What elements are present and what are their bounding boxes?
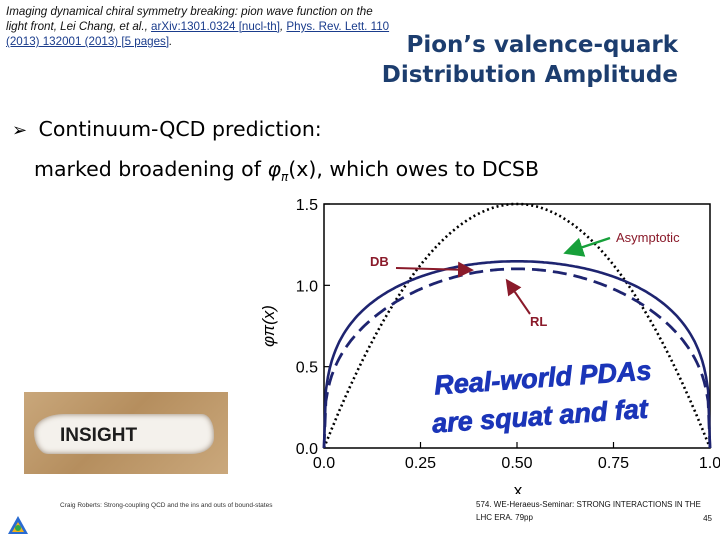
rl-label: RL xyxy=(530,314,547,329)
rl-arrow xyxy=(505,278,531,315)
institution-logo-icon xyxy=(8,516,28,534)
y-tick-label: 0.0 xyxy=(296,441,318,458)
arxiv-link[interactable]: arXiv:1301.0324 [nucl-th] xyxy=(151,20,280,33)
bullet-subtext: marked broadening of φπ(x), which owes t… xyxy=(34,152,539,194)
y-tick-label: 1.0 xyxy=(296,278,318,295)
reference-end: . xyxy=(169,35,173,48)
x-axis-label: x xyxy=(514,481,523,494)
asymptotic-arrow xyxy=(563,236,611,257)
asymptotic-label: Asymptotic xyxy=(616,230,680,245)
sub-suffix: (x), which owes to DCSB xyxy=(288,157,540,181)
footer-event-line2: LHC ERA. 79pp xyxy=(476,513,533,522)
footer-event: 574. WE-Heraeus-Seminar: STRONG INTERACT… xyxy=(476,498,714,524)
footer-author: Craig Roberts: Strong-coupling QCD and t… xyxy=(60,502,273,509)
db-arrow xyxy=(395,261,474,278)
series-rl-line xyxy=(322,260,712,449)
y-tick-label: 1.5 xyxy=(296,197,318,214)
y-axis-label: φπ(x) xyxy=(259,305,278,347)
reference-separator: , xyxy=(279,20,284,33)
slide-title-line1: Pion’s valence-quark xyxy=(406,32,679,58)
sub-prefix: marked broadening of xyxy=(34,157,268,181)
pda-chart: 0.0 0.25 0.50 0.75 1.0 1.5 1.0 0.5 0.0 x φπ(x) D… xyxy=(259,197,720,494)
slogan-line2: are squat and fat xyxy=(431,394,650,439)
footer-event-line1: 574. WE-Heraeus-Seminar: STRONG INTERACT… xyxy=(476,500,701,509)
bullet-arrow-icon: ➢ xyxy=(12,120,28,141)
phi-symbol: φ xyxy=(267,157,281,181)
y-tick-label: 0.5 xyxy=(296,360,318,377)
x-tick-label: 0.25 xyxy=(405,455,436,472)
x-tick-label: 1.0 xyxy=(699,455,720,472)
x-tick-label: 0.75 xyxy=(598,455,629,472)
reference-text: Imaging dynamical chiral symmetry breaki… xyxy=(6,5,373,33)
reference-citation: Imaging dynamical chiral symmetry breaki… xyxy=(6,4,390,49)
slide-title-line2: Distribution Amplitude xyxy=(381,62,678,88)
torn-paper-hole xyxy=(34,414,214,454)
pi-subscript: π xyxy=(280,170,289,185)
bullet-text: Continuum-QCD prediction: xyxy=(38,117,322,141)
insight-image: INSIGHT xyxy=(24,392,228,474)
x-tick-label: 0.50 xyxy=(501,455,532,472)
tick-labels: 0.0 0.25 0.50 0.75 1.0 1.5 1.0 0.5 0.0 xyxy=(296,197,720,472)
db-label: DB xyxy=(370,254,389,269)
x-tick-label: 0.0 xyxy=(313,455,335,472)
insight-word: INSIGHT xyxy=(60,425,138,446)
journal-link[interactable]: Phys. Rev. Lett. 110 (2013) 132001 (2013… xyxy=(6,20,390,48)
series-asymptotic-line xyxy=(322,202,712,449)
page-number: 45 xyxy=(703,514,712,523)
bullet-point: ➢ Continuum-QCD prediction: xyxy=(12,112,322,148)
slogan-line1: Real-world PDAs xyxy=(433,355,652,400)
series-db-line xyxy=(322,267,712,449)
slide-title: Pion’s valence-quark Distribution Amplit… xyxy=(382,30,678,90)
